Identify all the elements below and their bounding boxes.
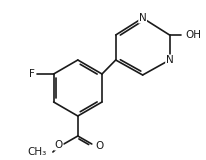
Text: OH: OH — [186, 30, 201, 40]
Text: N: N — [166, 55, 173, 65]
Text: CH₃: CH₃ — [28, 147, 47, 157]
Text: N: N — [139, 13, 146, 23]
Text: O: O — [55, 140, 63, 150]
Text: F: F — [29, 69, 35, 79]
Text: O: O — [96, 141, 104, 151]
